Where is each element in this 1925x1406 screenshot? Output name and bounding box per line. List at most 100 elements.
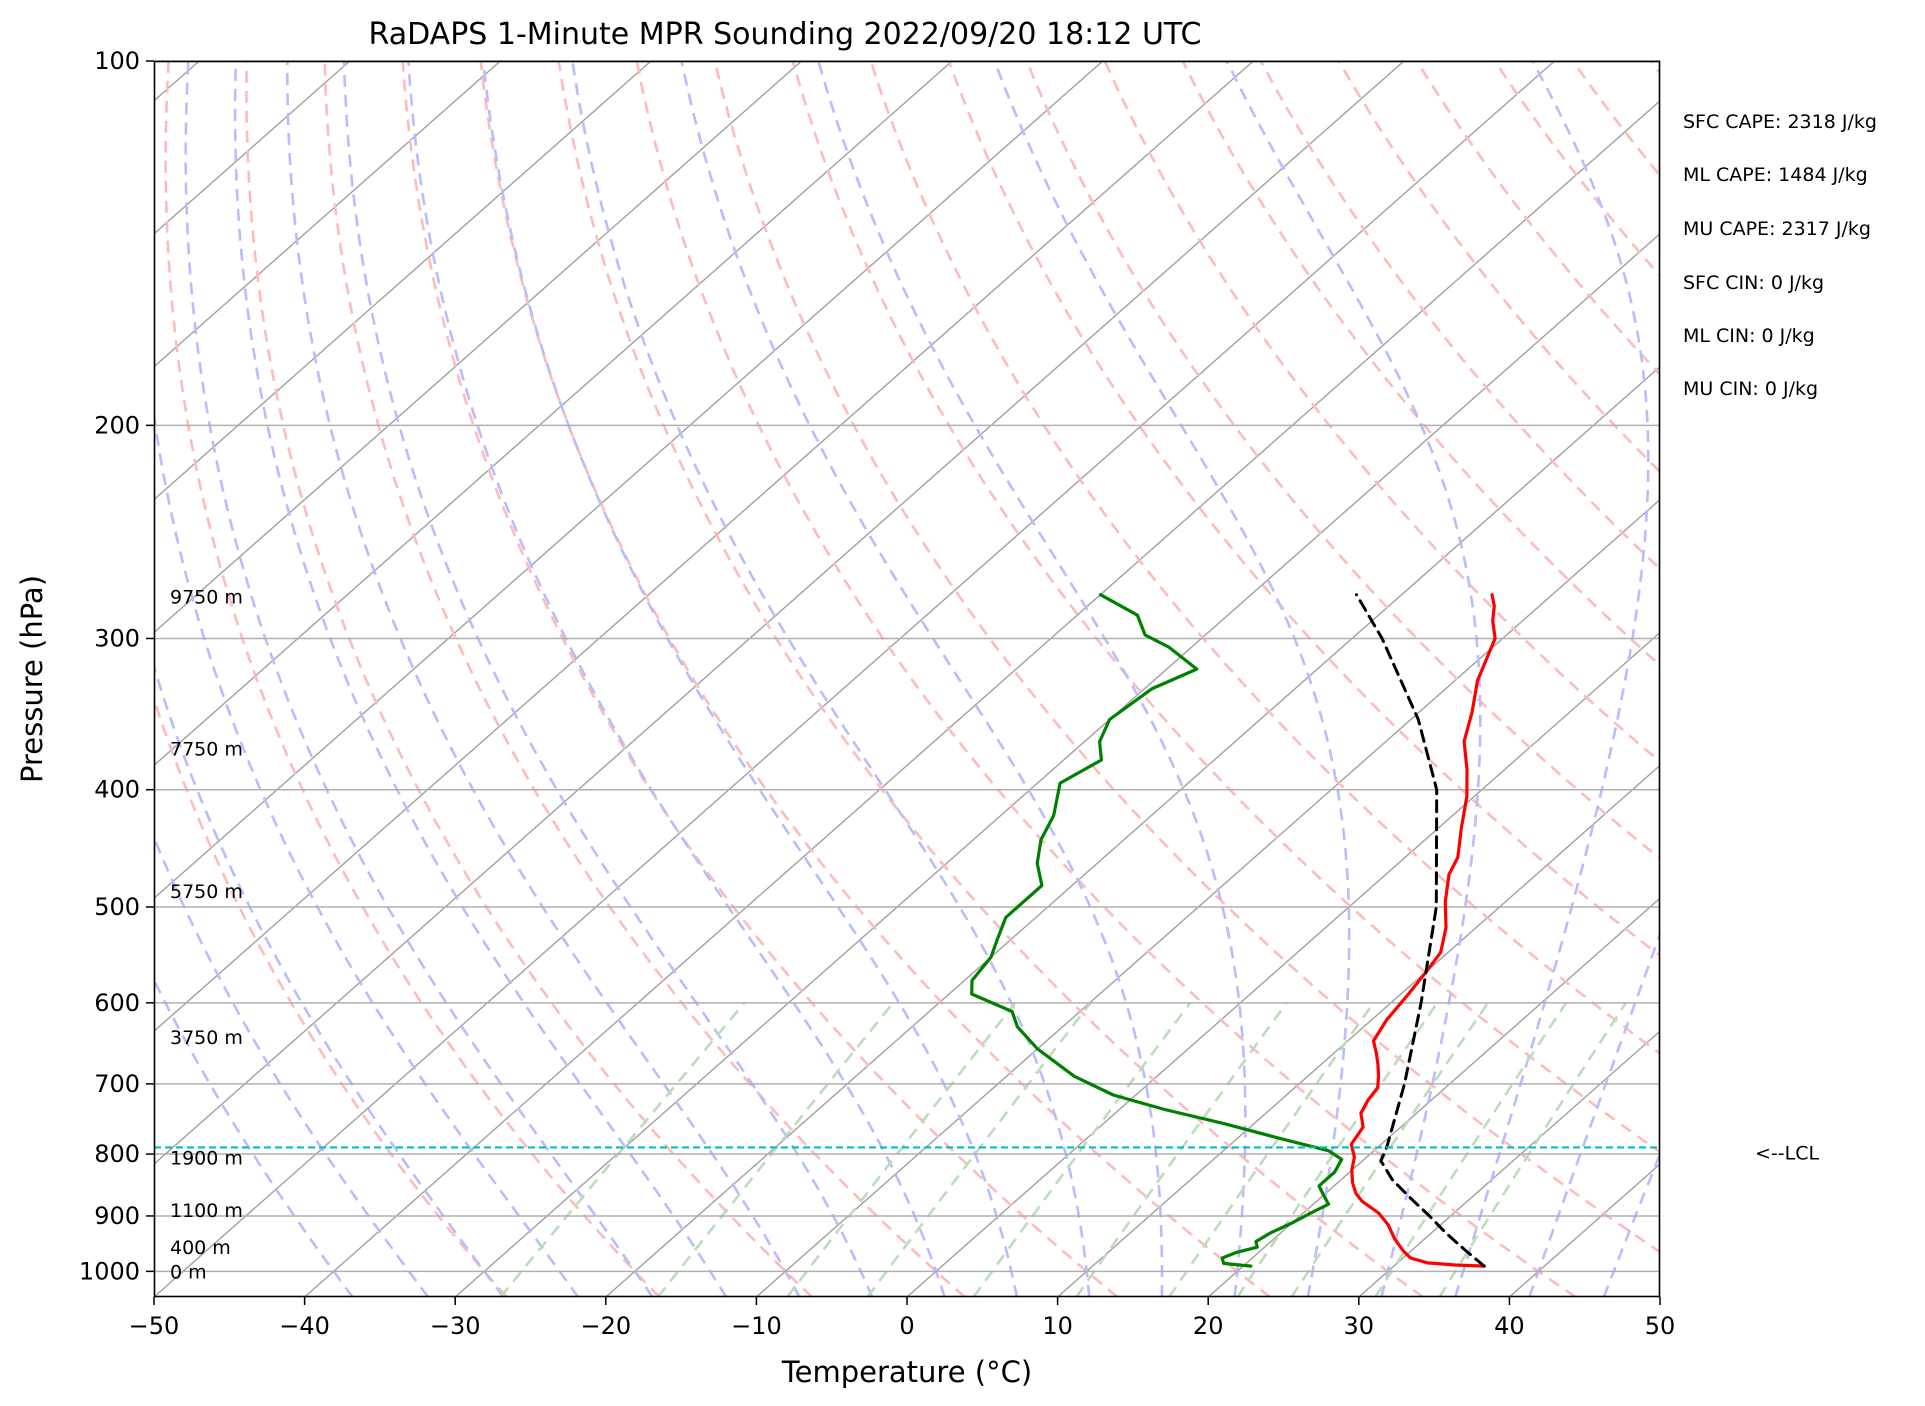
mu-cin-text: MU CIN: 0 J/kg (1683, 378, 1818, 400)
y-tick-label: 500 (94, 893, 140, 921)
dewpoint-profile-line (970, 593, 1344, 1268)
lcl-label: <--LCL (1755, 1142, 1819, 1164)
moist-adiabat-line (407, 61, 946, 1297)
moist-adiabat-line (1225, 61, 1482, 1297)
x-tick-label: 0 (899, 1312, 914, 1340)
mixing-ratio-line (499, 1001, 746, 1297)
x-tick-label: −30 (430, 1312, 481, 1340)
isotherm-line (454, 232, 1660, 1297)
dry-adiabat-line (154, 695, 508, 1297)
mixing-ratio-line (786, 1001, 1017, 1297)
ml-cin-text: ML CIN: 0 J/kg (1683, 325, 1815, 347)
dry-adiabat-line (1025, 61, 1660, 861)
dry-adiabat-line (947, 61, 1660, 958)
background-lines (154, 61, 1660, 1297)
sfc-cape-text: SFC CAPE: 2318 J/kg (1683, 111, 1877, 133)
ml-cape-text: ML CAPE: 1484 J/kg (1683, 164, 1868, 186)
temperature-profile-line (1349, 593, 1497, 1268)
y-axis-ticks: 1000 900 800 700 600 500 400 300 200 100 (79, 47, 154, 1285)
dry-adiabat-line (713, 61, 1660, 1254)
isotherm-line (1057, 764, 1660, 1297)
height-label: 7750 m (170, 739, 243, 761)
x-tick-label: −20 (580, 1312, 631, 1340)
y-tick-label: 100 (94, 47, 140, 75)
mixing-ratio-line (1374, 1002, 1568, 1297)
dry-adiabat-line (791, 61, 1660, 1154)
isotherm-line (154, 61, 953, 767)
isotherm-line (154, 61, 1104, 900)
mu-cape-text: MU CAPE: 2317 J/kg (1683, 218, 1871, 240)
moist-adiabat-line (342, 61, 874, 1297)
height-label: 0 m (170, 1261, 207, 1283)
mixing-ratio-line (1438, 1002, 1627, 1297)
moist-adiabat-line (1528, 930, 1660, 1297)
mixing-ratio-line (1236, 1002, 1439, 1297)
x-tick-label: −40 (279, 1312, 330, 1340)
x-tick-label: 20 (1193, 1312, 1224, 1340)
moist-adiabat-line (817, 61, 1247, 1297)
y-tick-label: 200 (94, 411, 140, 439)
height-label: 3750 m (170, 1027, 243, 1049)
dry-adiabat-line (1259, 61, 1660, 571)
x-axis-label: Temperature (°C) (781, 1355, 1032, 1389)
mixing-ratio-line (1290, 1002, 1490, 1297)
isotherm-line (154, 61, 1405, 1166)
x-tick-label: −50 (129, 1312, 180, 1340)
x-tick-label: 40 (1494, 1312, 1525, 1340)
mixing-ratio-line (1075, 1002, 1288, 1297)
height-label: 5750 m (170, 881, 243, 903)
isotherm-line (906, 631, 1660, 1297)
y-axis-label: Pressure (hPa) (15, 575, 49, 783)
chart-title: RaDAPS 1-Minute MPR Sounding 2022/09/20 … (369, 17, 1202, 52)
y-tick-label: 600 (94, 989, 140, 1017)
moist-adiabat-line (993, 61, 1351, 1297)
y-tick-label: 300 (94, 624, 140, 652)
isotherm-line (154, 61, 1254, 1033)
dry-adiabat-line (557, 61, 1424, 1297)
height-label: 400 m (170, 1237, 231, 1259)
y-tick-label: 700 (94, 1070, 140, 1098)
dry-adiabat-line (1181, 61, 1660, 668)
dry-adiabat-line (323, 61, 966, 1297)
dry-adiabat-line (479, 61, 1271, 1297)
mixing-ratio-line (866, 1002, 1092, 1297)
mixing-ratio-line (1168, 1002, 1375, 1297)
plot-frame (153, 60, 1661, 1298)
dry-adiabat-line (401, 61, 1119, 1297)
moist-adiabat-line (571, 61, 1091, 1297)
moist-adiabat-line (154, 834, 430, 1297)
height-label: 1900 m (170, 1147, 243, 1169)
x-tick-label: 50 (1645, 1312, 1676, 1340)
x-tick-label: 10 (1042, 1312, 1073, 1340)
height-label: 1100 m (170, 1200, 243, 1222)
moist-adiabat-line (1454, 61, 1650, 1297)
dry-adiabat-line (635, 61, 1577, 1297)
moist-adiabat-line (233, 61, 728, 1297)
isotherm-line (304, 99, 1660, 1297)
moist-adiabat-line (154, 407, 580, 1297)
x-axis-ticks: −50 −40 −30 −20 −10 0 10 20 30 40 50 (129, 1297, 1676, 1340)
isotherm-line (605, 365, 1660, 1297)
moist-adiabat-line (154, 662, 505, 1297)
y-tick-label: 400 (94, 776, 140, 804)
stats-panel: SFC CAPE: 2318 J/kg ML CAPE: 1484 J/kg M… (1683, 111, 1877, 400)
mixing-ratio-line (972, 1002, 1192, 1297)
lcl-group: <--LCL (154, 1142, 1819, 1164)
moist-adiabat-line (154, 977, 354, 1297)
isotherm-line (154, 61, 1556, 1297)
dry-adiabat-line (164, 61, 661, 1297)
y-tick-label: 800 (94, 1140, 140, 1168)
dry-adiabat-line (1103, 61, 1660, 764)
x-tick-label: −10 (731, 1312, 782, 1340)
sfc-cin-text: SFC CIN: 0 J/kg (1683, 272, 1824, 294)
y-tick-label: 1000 (79, 1257, 140, 1285)
isotherm-line (1207, 897, 1660, 1297)
x-tick-label: 30 (1344, 1312, 1375, 1340)
isotherm-line (154, 61, 501, 368)
dry-adiabat-line (869, 61, 1660, 1056)
moist-adiabat-line (184, 61, 654, 1297)
y-tick-label: 900 (94, 1202, 140, 1230)
height-label: 9750 m (170, 587, 243, 609)
isotherm-line (154, 61, 652, 501)
